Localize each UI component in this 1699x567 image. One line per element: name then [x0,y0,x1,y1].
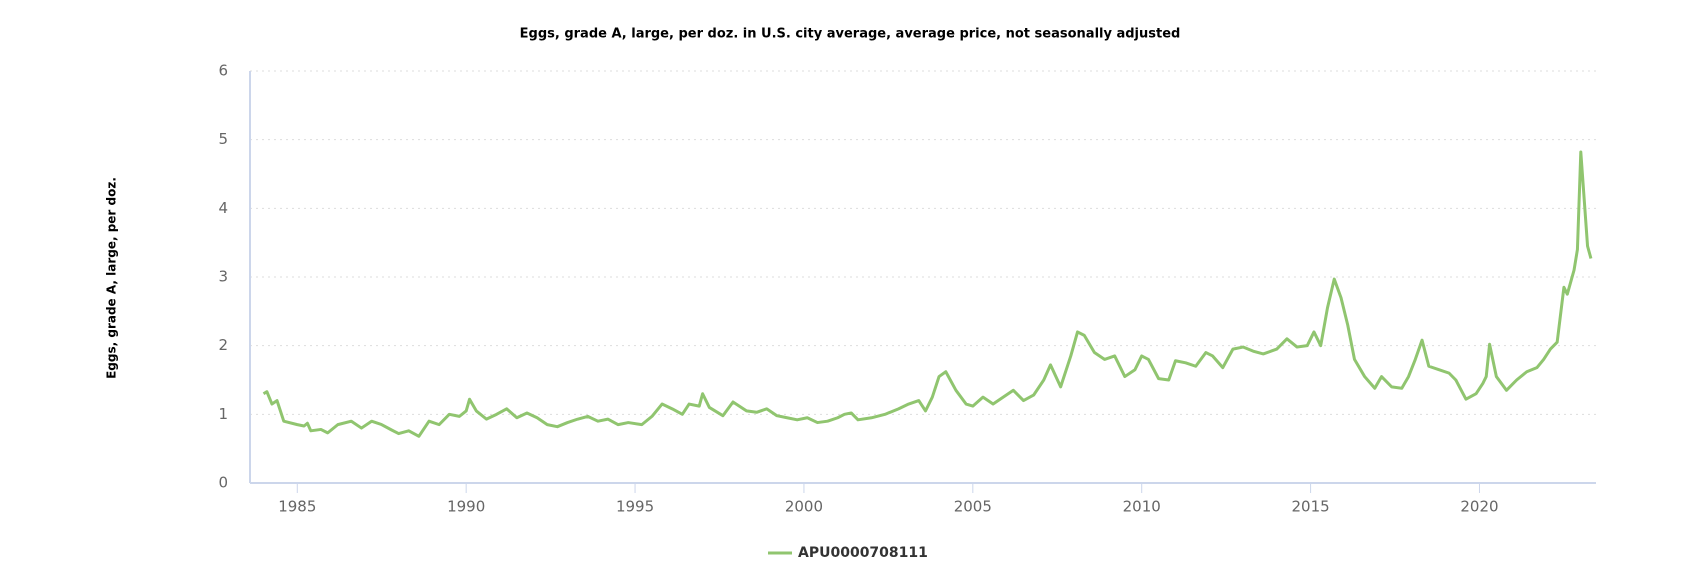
y-tick-label: 6 [218,62,228,80]
y-tick-label: 4 [218,199,228,217]
x-tick-label: 2005 [954,498,992,516]
y-axis-label: Eggs, grade A, large, per doz. [105,177,119,379]
y-tick-label: 5 [218,130,228,148]
y-tick-label: 0 [218,474,228,492]
y-tick-label: 3 [218,268,228,286]
y-tick-label: 2 [218,336,228,354]
x-tick-label: 2000 [785,498,823,516]
chart-title: Eggs, grade A, large, per doz. in U.S. c… [520,27,1181,42]
legend-label[interactable]: APU0000708111 [798,545,928,561]
x-tick-label: 1995 [616,498,654,516]
x-tick-label: 2015 [1291,498,1329,516]
data-line [262,150,1593,438]
x-tick-label: 2020 [1460,498,1498,516]
y-tick-label: 1 [218,405,228,423]
x-tick-label: 2010 [1123,498,1161,516]
x-tick-label: 1990 [447,498,485,516]
x-tick-label: 1985 [278,498,316,516]
